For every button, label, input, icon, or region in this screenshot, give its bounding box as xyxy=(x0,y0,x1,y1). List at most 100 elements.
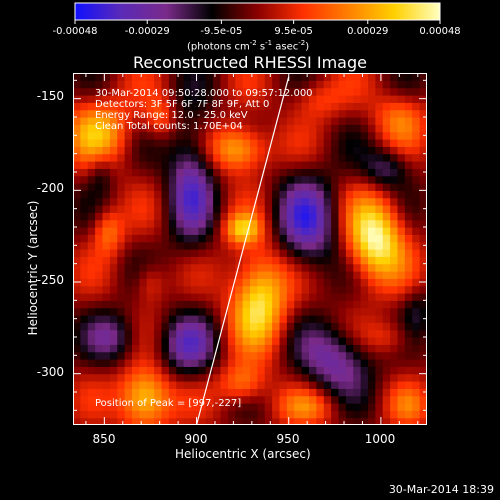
heatmap-cell xyxy=(368,117,376,125)
heatmap-cell xyxy=(294,183,303,191)
heatmap-cell xyxy=(309,271,317,279)
heatmap-cell xyxy=(316,322,325,331)
heatmap-cell xyxy=(161,285,170,294)
y-tick-label: -150 xyxy=(36,89,64,103)
heatmap-cell xyxy=(242,212,251,221)
heatmap-cell xyxy=(316,249,325,257)
heatmap-cell xyxy=(205,417,214,425)
heatmap-cell xyxy=(220,197,229,206)
heatmap-cell xyxy=(419,197,427,206)
heatmap-cell xyxy=(87,109,96,118)
heatmap-cell xyxy=(345,329,354,338)
heatmap-cell xyxy=(139,87,148,96)
heatmap-cell xyxy=(390,395,399,404)
heatmap-cell xyxy=(382,219,391,228)
heatmap-cell xyxy=(220,300,229,309)
heatmap-cell xyxy=(286,256,295,265)
heatmap-cell xyxy=(117,197,126,206)
heatmap-cell xyxy=(205,329,214,338)
heatmap-cell xyxy=(419,139,427,147)
heatmap-cell xyxy=(168,190,177,199)
heatmap-cell xyxy=(191,131,199,140)
heatmap-cell xyxy=(146,153,155,162)
heatmap-cell xyxy=(198,315,207,323)
y-axis-label: Heliocentric Y (arcsec) xyxy=(26,200,40,336)
heatmap-cell xyxy=(87,197,96,206)
heatmap-cell xyxy=(360,403,369,411)
heatmap-cell xyxy=(272,197,281,206)
heatmap-cell xyxy=(309,161,317,169)
heatmap-cell xyxy=(80,322,89,331)
heatmap-cell xyxy=(154,293,163,301)
heatmap-cell xyxy=(227,351,236,360)
heatmap-cell xyxy=(242,278,251,287)
heatmap-cell xyxy=(109,410,118,419)
heatmap-cell xyxy=(205,366,214,375)
heatmap-cell xyxy=(272,87,281,96)
heatmap-cell xyxy=(250,300,258,309)
heatmap-cell xyxy=(382,417,391,425)
heatmap-cell xyxy=(294,373,303,382)
heatmap-cell xyxy=(316,153,325,162)
heatmap-cell xyxy=(412,197,421,206)
heatmap-cell xyxy=(390,329,399,338)
heatmap-cell xyxy=(412,131,421,140)
heatmap-cell xyxy=(323,109,332,118)
heatmap-cell xyxy=(176,322,185,331)
heatmap-cell xyxy=(154,161,163,169)
heatmap-cell xyxy=(227,388,236,397)
heatmap-cell xyxy=(309,117,317,125)
heatmap-cell xyxy=(375,153,384,162)
heatmap-cell xyxy=(183,234,192,243)
heatmap-cell xyxy=(132,351,140,360)
heatmap-cell xyxy=(353,146,362,155)
heatmap-cell xyxy=(146,241,155,250)
heatmap-cell xyxy=(95,205,104,213)
heatmap-cell xyxy=(132,373,140,382)
heatmap-cell xyxy=(132,205,140,213)
heatmap-cell xyxy=(235,307,244,316)
heatmap-cell xyxy=(264,315,273,323)
heatmap-cell xyxy=(382,153,391,162)
heatmap-cell xyxy=(257,80,266,89)
heatmap-cell xyxy=(139,293,148,301)
heatmap-cell xyxy=(176,337,185,345)
heatmap-cell xyxy=(338,249,347,257)
heatmap-cell xyxy=(382,212,391,221)
heatmap-cell xyxy=(404,146,413,155)
heatmap-cell xyxy=(309,300,317,309)
heatmap-cell xyxy=(168,337,177,345)
heatmap-cell xyxy=(242,124,251,133)
heatmap-cell xyxy=(279,271,288,279)
heatmap-cell xyxy=(345,315,354,323)
heatmap-cell xyxy=(87,212,96,221)
heatmap-cell xyxy=(154,95,163,103)
heatmap-cell xyxy=(146,205,155,213)
heatmap-cell xyxy=(404,381,413,389)
heatmap-cell xyxy=(404,87,413,96)
heatmap-cell xyxy=(73,410,81,419)
heatmap-cell xyxy=(368,395,376,404)
heatmap-cell xyxy=(205,271,214,279)
heatmap-cell xyxy=(117,212,126,221)
heatmap-cell xyxy=(294,73,303,81)
heatmap-cell xyxy=(390,417,399,425)
heatmap-cell xyxy=(390,190,399,199)
heatmap-cell xyxy=(80,373,89,382)
heatmap-cell xyxy=(227,234,236,243)
heatmap-cell xyxy=(353,190,362,199)
heatmap-cell xyxy=(272,410,281,419)
heatmap-cell xyxy=(80,168,89,177)
heatmap-cell xyxy=(404,124,413,133)
heatmap-cell xyxy=(154,227,163,235)
heatmap-cell xyxy=(279,381,288,389)
heatmap-cell xyxy=(161,183,170,191)
heatmap-cell xyxy=(198,278,207,287)
heatmap-cell xyxy=(360,139,369,147)
heatmap-cell xyxy=(331,329,340,338)
heatmap-cell xyxy=(250,234,258,243)
heatmap-cell xyxy=(87,263,96,272)
heatmap-cell xyxy=(294,249,303,257)
heatmap-cell xyxy=(272,190,281,199)
heatmap-cell xyxy=(95,410,104,419)
